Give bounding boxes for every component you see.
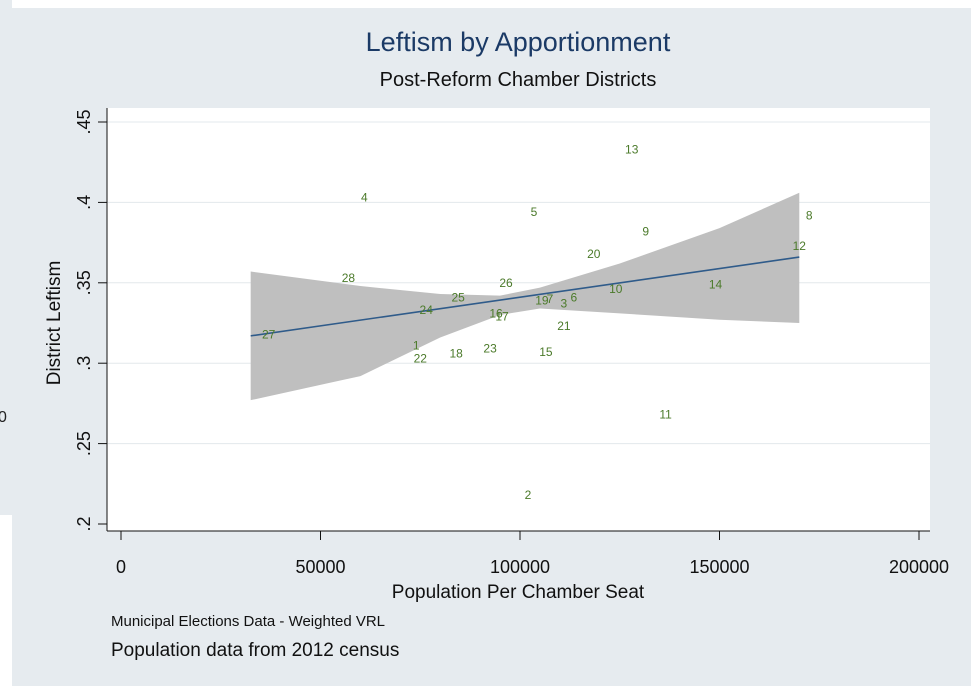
x-tick-label: 150000 <box>689 557 749 577</box>
y-tick-label: .35 <box>74 270 94 295</box>
y-tick-label: .25 <box>74 431 94 456</box>
point-label: 20 <box>587 247 601 261</box>
point-label: 25 <box>451 290 465 304</box>
plot-area <box>107 108 930 531</box>
y-tick-label: .4 <box>74 195 94 210</box>
point-label: 27 <box>262 327 276 341</box>
point-label: 15 <box>539 345 553 359</box>
point-label: 26 <box>499 276 513 290</box>
x-tick-label: 200000 <box>889 557 949 577</box>
y-tick-label: .2 <box>74 516 94 531</box>
point-label: 1 <box>413 339 420 353</box>
point-label: 14 <box>709 277 723 291</box>
point-label: 9 <box>642 224 649 238</box>
point-label: 6 <box>571 290 578 304</box>
point-label: 8 <box>806 208 813 222</box>
point-label: 10 <box>609 282 623 296</box>
axes: .2 .25 .3 .35 .4 .45 0 50000 100000 150000 200000 P… <box>44 108 949 603</box>
point-label: 12 <box>793 239 807 253</box>
note-census: Population data from 2012 census <box>111 640 400 661</box>
point-label: 17 <box>495 310 509 324</box>
point-label: 28 <box>342 271 356 285</box>
point-label: 11 <box>659 408 672 422</box>
point-label: 24 <box>420 303 434 317</box>
y-tick-label: .3 <box>74 356 94 371</box>
fitted-line <box>250 256 800 337</box>
point-label: 4 <box>361 191 368 205</box>
point-label: 5 <box>531 205 538 219</box>
background-figure-label: 0 <box>0 409 7 426</box>
y-axis-title: District Leftism <box>44 261 65 386</box>
x-tick-label: 50000 <box>295 557 345 577</box>
point-label: 18 <box>449 347 463 361</box>
note-source: Municipal Elections Data - Weighted VRL <box>111 613 386 630</box>
point-label: 13 <box>625 142 639 156</box>
point-label: 19 <box>535 293 549 307</box>
point-label: 7 <box>547 292 554 306</box>
point-label: 16 <box>489 306 503 320</box>
fit-line-layer <box>250 256 800 337</box>
chart-subtitle: Post-Reform Chamber Districts <box>379 69 657 91</box>
x-tick-label: 100000 <box>490 557 550 577</box>
y-tick-label: .45 <box>74 109 94 134</box>
point-label: 22 <box>414 351 428 365</box>
point-label: 3 <box>561 297 568 311</box>
point-label: 23 <box>483 342 497 356</box>
x-axis-title: Population Per Chamber Seat <box>392 582 645 603</box>
x-tick-label: 0 <box>116 557 126 577</box>
point-label: 2 <box>525 488 532 502</box>
point-labels: 1234567891011121314151617181920212223242… <box>262 142 813 502</box>
chart-title: Leftism by Apportionment <box>365 27 671 57</box>
point-label: 21 <box>557 319 571 333</box>
background-figure <box>0 0 12 515</box>
